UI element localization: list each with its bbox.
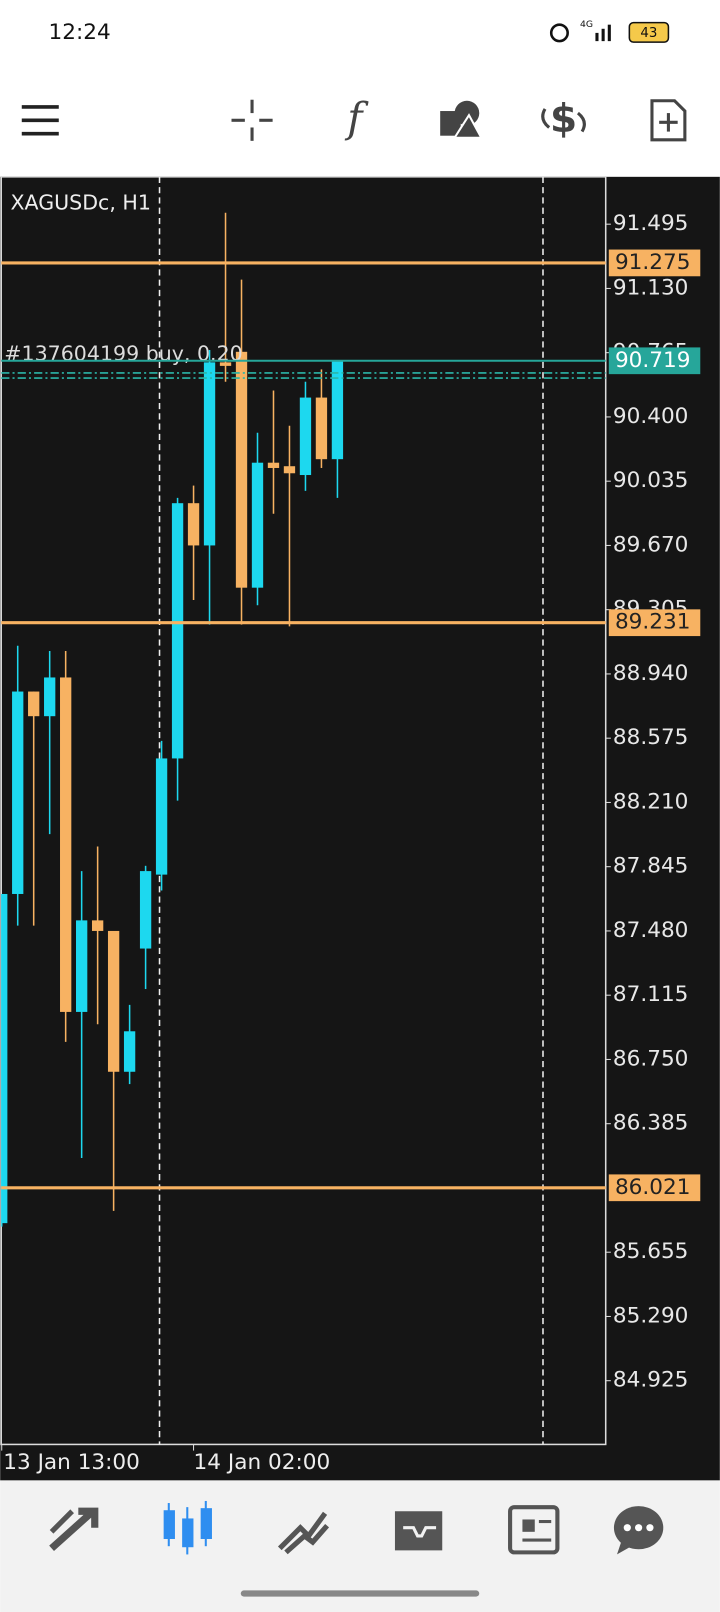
x-tick-label: 14 Jan 02:00 bbox=[194, 1450, 331, 1475]
nav-news[interactable] bbox=[508, 1505, 560, 1555]
current-price-label: 90.719 bbox=[615, 348, 691, 373]
y-tick-label: 91.130 bbox=[613, 275, 689, 300]
nav-chart[interactable] bbox=[163, 1500, 212, 1555]
y-tick-label: 87.115 bbox=[613, 982, 689, 1007]
y-tick-label: 90.035 bbox=[613, 468, 689, 493]
candle-body bbox=[1, 893, 8, 1224]
candle-body bbox=[139, 871, 152, 949]
new-order-button[interactable] bbox=[650, 99, 687, 142]
plot-area bbox=[1, 212, 344, 1227]
y-tick-label: 85.655 bbox=[613, 1239, 689, 1264]
objects-button[interactable] bbox=[440, 100, 484, 139]
x-tick-label: 13 Jan 13:00 bbox=[3, 1450, 140, 1475]
position-label: #137604199 buy, 0.20 bbox=[4, 341, 242, 365]
nav-messages[interactable] bbox=[613, 1506, 664, 1555]
level-label-bg bbox=[608, 609, 701, 637]
candle-body bbox=[203, 362, 216, 546]
candle-body bbox=[219, 362, 232, 366]
chart-title: XAGUSDc, H1 bbox=[10, 191, 150, 215]
y-tick-label: 86.385 bbox=[613, 1111, 689, 1136]
level-label: 86.021 bbox=[615, 1175, 691, 1200]
plot-frame bbox=[0, 176, 607, 1446]
candle-body bbox=[44, 677, 56, 717]
battery-level: 43 bbox=[640, 26, 657, 41]
y-tick-label: 89.670 bbox=[613, 532, 689, 557]
candle-body bbox=[28, 691, 40, 717]
y-tick-label: 90.400 bbox=[613, 404, 689, 429]
signal-icon bbox=[595, 24, 611, 42]
level-label: 89.231 bbox=[615, 610, 691, 635]
candle-body bbox=[75, 920, 88, 1012]
candle-body bbox=[299, 397, 312, 476]
menu-button[interactable] bbox=[21, 105, 59, 136]
y-tick-label: 88.210 bbox=[613, 789, 689, 814]
candle-body bbox=[60, 677, 72, 1012]
candle-body bbox=[12, 691, 24, 894]
candle-body bbox=[315, 397, 328, 460]
candle-body bbox=[331, 360, 344, 460]
y-tick-label: 86.750 bbox=[613, 1046, 689, 1071]
home-indicator bbox=[240, 1590, 480, 1597]
y-tick-label: 88.575 bbox=[613, 725, 689, 750]
y-tick-label: 87.480 bbox=[613, 918, 689, 943]
current-price-bg bbox=[608, 347, 701, 375]
level-label-bg bbox=[608, 249, 701, 277]
nav-history[interactable] bbox=[394, 1511, 443, 1551]
candle-body bbox=[251, 462, 264, 588]
chart-background bbox=[0, 176, 720, 1481]
y-tick-label: 91.495 bbox=[613, 211, 689, 236]
candle-body bbox=[267, 462, 280, 468]
candle-body bbox=[235, 351, 248, 588]
alarm-icon bbox=[549, 23, 569, 43]
network-type: 4G bbox=[580, 19, 593, 30]
level-label-bg bbox=[608, 1174, 701, 1202]
trade-arrows bbox=[541, 108, 586, 133]
y-tick-label: 87.845 bbox=[613, 854, 689, 879]
candle-body bbox=[155, 758, 168, 875]
bottom-nav bbox=[0, 1480, 720, 1612]
candle-body bbox=[91, 920, 104, 931]
level-label: 91.275 bbox=[615, 250, 691, 275]
candle-body bbox=[107, 930, 120, 1072]
y-tick-label: 84.925 bbox=[613, 1368, 689, 1393]
y-tick-label: 85.290 bbox=[613, 1303, 689, 1328]
nav-trade[interactable] bbox=[277, 1511, 330, 1555]
battery-icon bbox=[628, 21, 670, 43]
indicators-button[interactable]: f bbox=[344, 94, 369, 142]
trade-button[interactable]: $ bbox=[550, 97, 577, 142]
clock: 12:24 bbox=[48, 20, 110, 45]
candle-body bbox=[123, 1031, 136, 1072]
candle-body bbox=[187, 503, 200, 546]
candle-body bbox=[171, 503, 184, 759]
nav-quotes[interactable] bbox=[49, 1507, 99, 1551]
candle-body bbox=[283, 466, 296, 474]
crosshair-button[interactable] bbox=[231, 99, 273, 141]
y-tick-label: 88.940 bbox=[613, 661, 689, 686]
